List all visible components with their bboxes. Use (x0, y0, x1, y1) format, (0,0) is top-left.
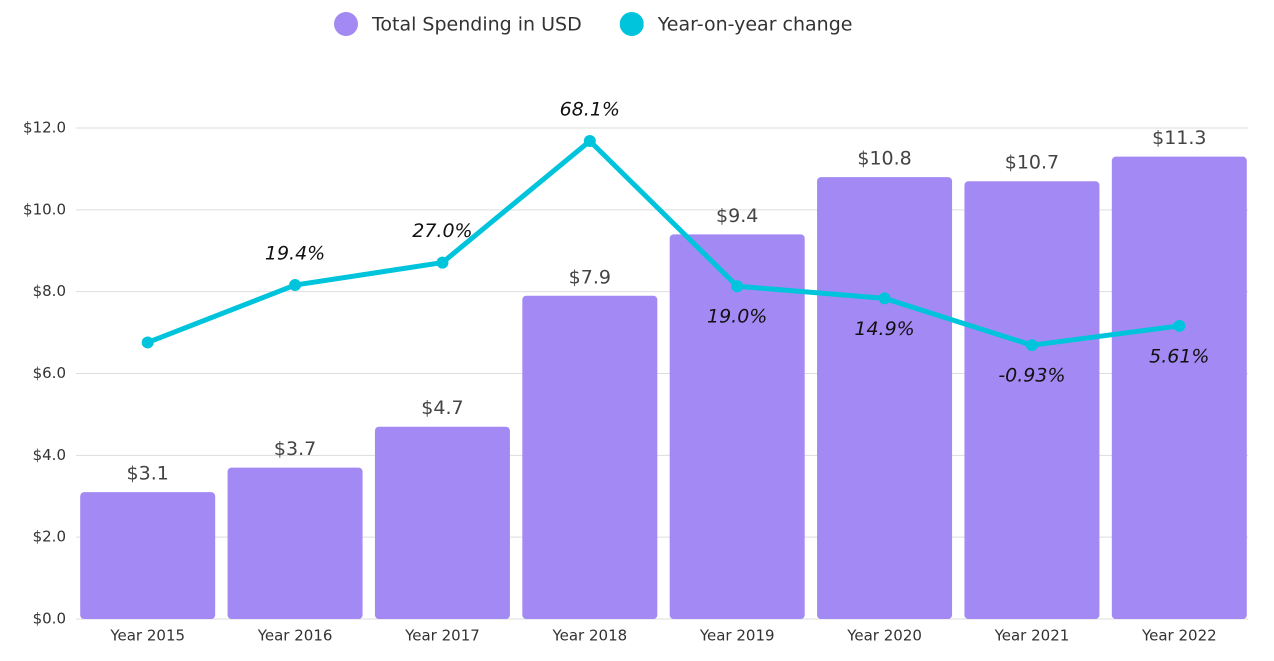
line-point (731, 280, 744, 293)
line (146, 138, 1180, 348)
line-value-label: -0.93% (998, 365, 1065, 387)
y-tick-label: $2.0 (33, 528, 66, 546)
line-point (141, 336, 154, 349)
y-tick-label: $8.0 (33, 282, 66, 300)
x-tick-label: Year 2020 (846, 627, 922, 645)
bar (374, 426, 510, 619)
bar (227, 467, 363, 619)
x-tick-label: Year 2022 (1141, 627, 1217, 645)
bar (80, 492, 216, 619)
bar-value-label: $11.3 (1152, 127, 1206, 149)
line-value-label: 5.61% (1149, 345, 1209, 367)
bar-value-label: $3.1 (127, 463, 169, 485)
x-tick-label: Year 2015 (109, 627, 185, 645)
legend-marker (619, 12, 644, 36)
bar (817, 177, 953, 619)
bar (964, 181, 1100, 620)
bar-value-label: $10.8 (857, 148, 911, 170)
legend-label: Year-on-year change (657, 14, 853, 36)
line-value-label: 19.4% (265, 243, 325, 265)
y-tick-label: $4.0 (33, 446, 66, 464)
x-tick-label: Year 2016 (257, 627, 333, 645)
x-tick-label: Year 2019 (699, 627, 775, 645)
line-point (436, 256, 449, 269)
bar-value-label: $9.4 (716, 205, 758, 227)
x-tick-label: Year 2018 (551, 627, 627, 645)
legend-label: Total Spending in USD (371, 14, 582, 36)
bar (669, 234, 805, 619)
x-tick-label: Year 2021 (994, 627, 1070, 645)
line-point (1025, 339, 1038, 352)
line-value-label: 14.9% (854, 318, 914, 340)
y-tick-label: $0.0 (33, 610, 66, 628)
y-tick-label: $6.0 (33, 364, 66, 382)
legend-marker (334, 12, 358, 36)
bar-value-label: $3.7 (274, 438, 316, 460)
line-point (583, 135, 596, 148)
line-point (878, 292, 891, 305)
line-value-label: 68.1% (560, 99, 620, 121)
y-tick-label: $12.0 (23, 119, 66, 137)
line-point (1173, 319, 1186, 332)
line-value-label: 27.0% (412, 220, 472, 242)
bar-value-label: $7.9 (569, 266, 611, 288)
bar-value-label: $4.7 (421, 397, 463, 419)
bar (1111, 156, 1247, 619)
x-tick-label: Year 2017 (404, 627, 480, 645)
line-value-label: 19.0% (707, 306, 767, 328)
bar (522, 295, 658, 619)
line-point (289, 279, 302, 292)
y-tick-label: $10.0 (23, 200, 66, 218)
bar-value-label: $10.7 (1005, 152, 1059, 174)
